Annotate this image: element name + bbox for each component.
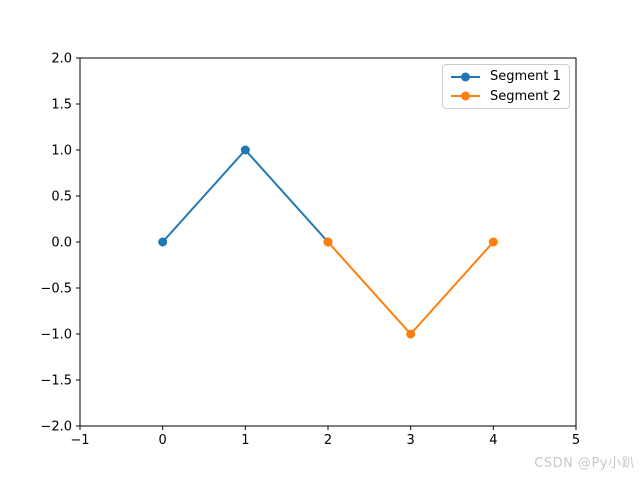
y-tick-label: 2.0	[51, 52, 72, 67]
y-tick-label: 1.0	[51, 144, 72, 159]
legend-label-segment-2: Segment 2	[490, 88, 561, 104]
x-tick-label: 2	[324, 433, 332, 448]
x-tick-label: 4	[489, 433, 497, 448]
y-tick-label: 1.5	[51, 98, 72, 113]
axes-frame	[79, 57, 577, 427]
data-point-marker	[323, 237, 333, 247]
x-tick-label: 5	[572, 433, 580, 448]
y-tick-label: −1.0	[40, 328, 72, 343]
data-point-marker	[488, 237, 498, 247]
x-tick-label: 3	[407, 433, 415, 448]
data-point-marker	[406, 329, 416, 339]
legend-marker-segment-1	[451, 72, 480, 82]
legend-entry-segment-2: Segment 2	[450, 87, 562, 107]
legend-label-segment-1: Segment 1	[490, 69, 561, 85]
legend-entry-segment-1: Segment 1	[450, 67, 562, 87]
y-tick-label: −2.0	[40, 420, 72, 435]
watermark: CSDN @Py小趴	[534, 456, 635, 471]
y-tick-label: 0.0	[51, 236, 72, 251]
y-tick-label: −0.5	[40, 282, 72, 297]
x-tick-label: 0	[159, 433, 167, 448]
y-tick-label: 0.5	[51, 190, 72, 205]
legend: Segment 1 Segment 2	[442, 64, 570, 109]
y-axis: −2.0 −1.5 −1.0 −0.5 0.0 0.5 1.0 1.5 2.0	[40, 52, 80, 435]
y-tick-label: −1.5	[40, 374, 72, 389]
series-segment-1	[158, 145, 333, 247]
x-tick-label: 1	[241, 433, 249, 448]
x-tick-label: −1	[70, 433, 89, 448]
data-point-marker	[158, 237, 168, 247]
series-line	[327, 241, 495, 335]
data-point-marker	[240, 145, 250, 155]
x-axis: −1 0 1 2 3 4 5	[70, 426, 580, 448]
series-line	[161, 149, 329, 243]
legend-marker-segment-2	[451, 91, 480, 101]
series-segment-2	[323, 237, 498, 339]
